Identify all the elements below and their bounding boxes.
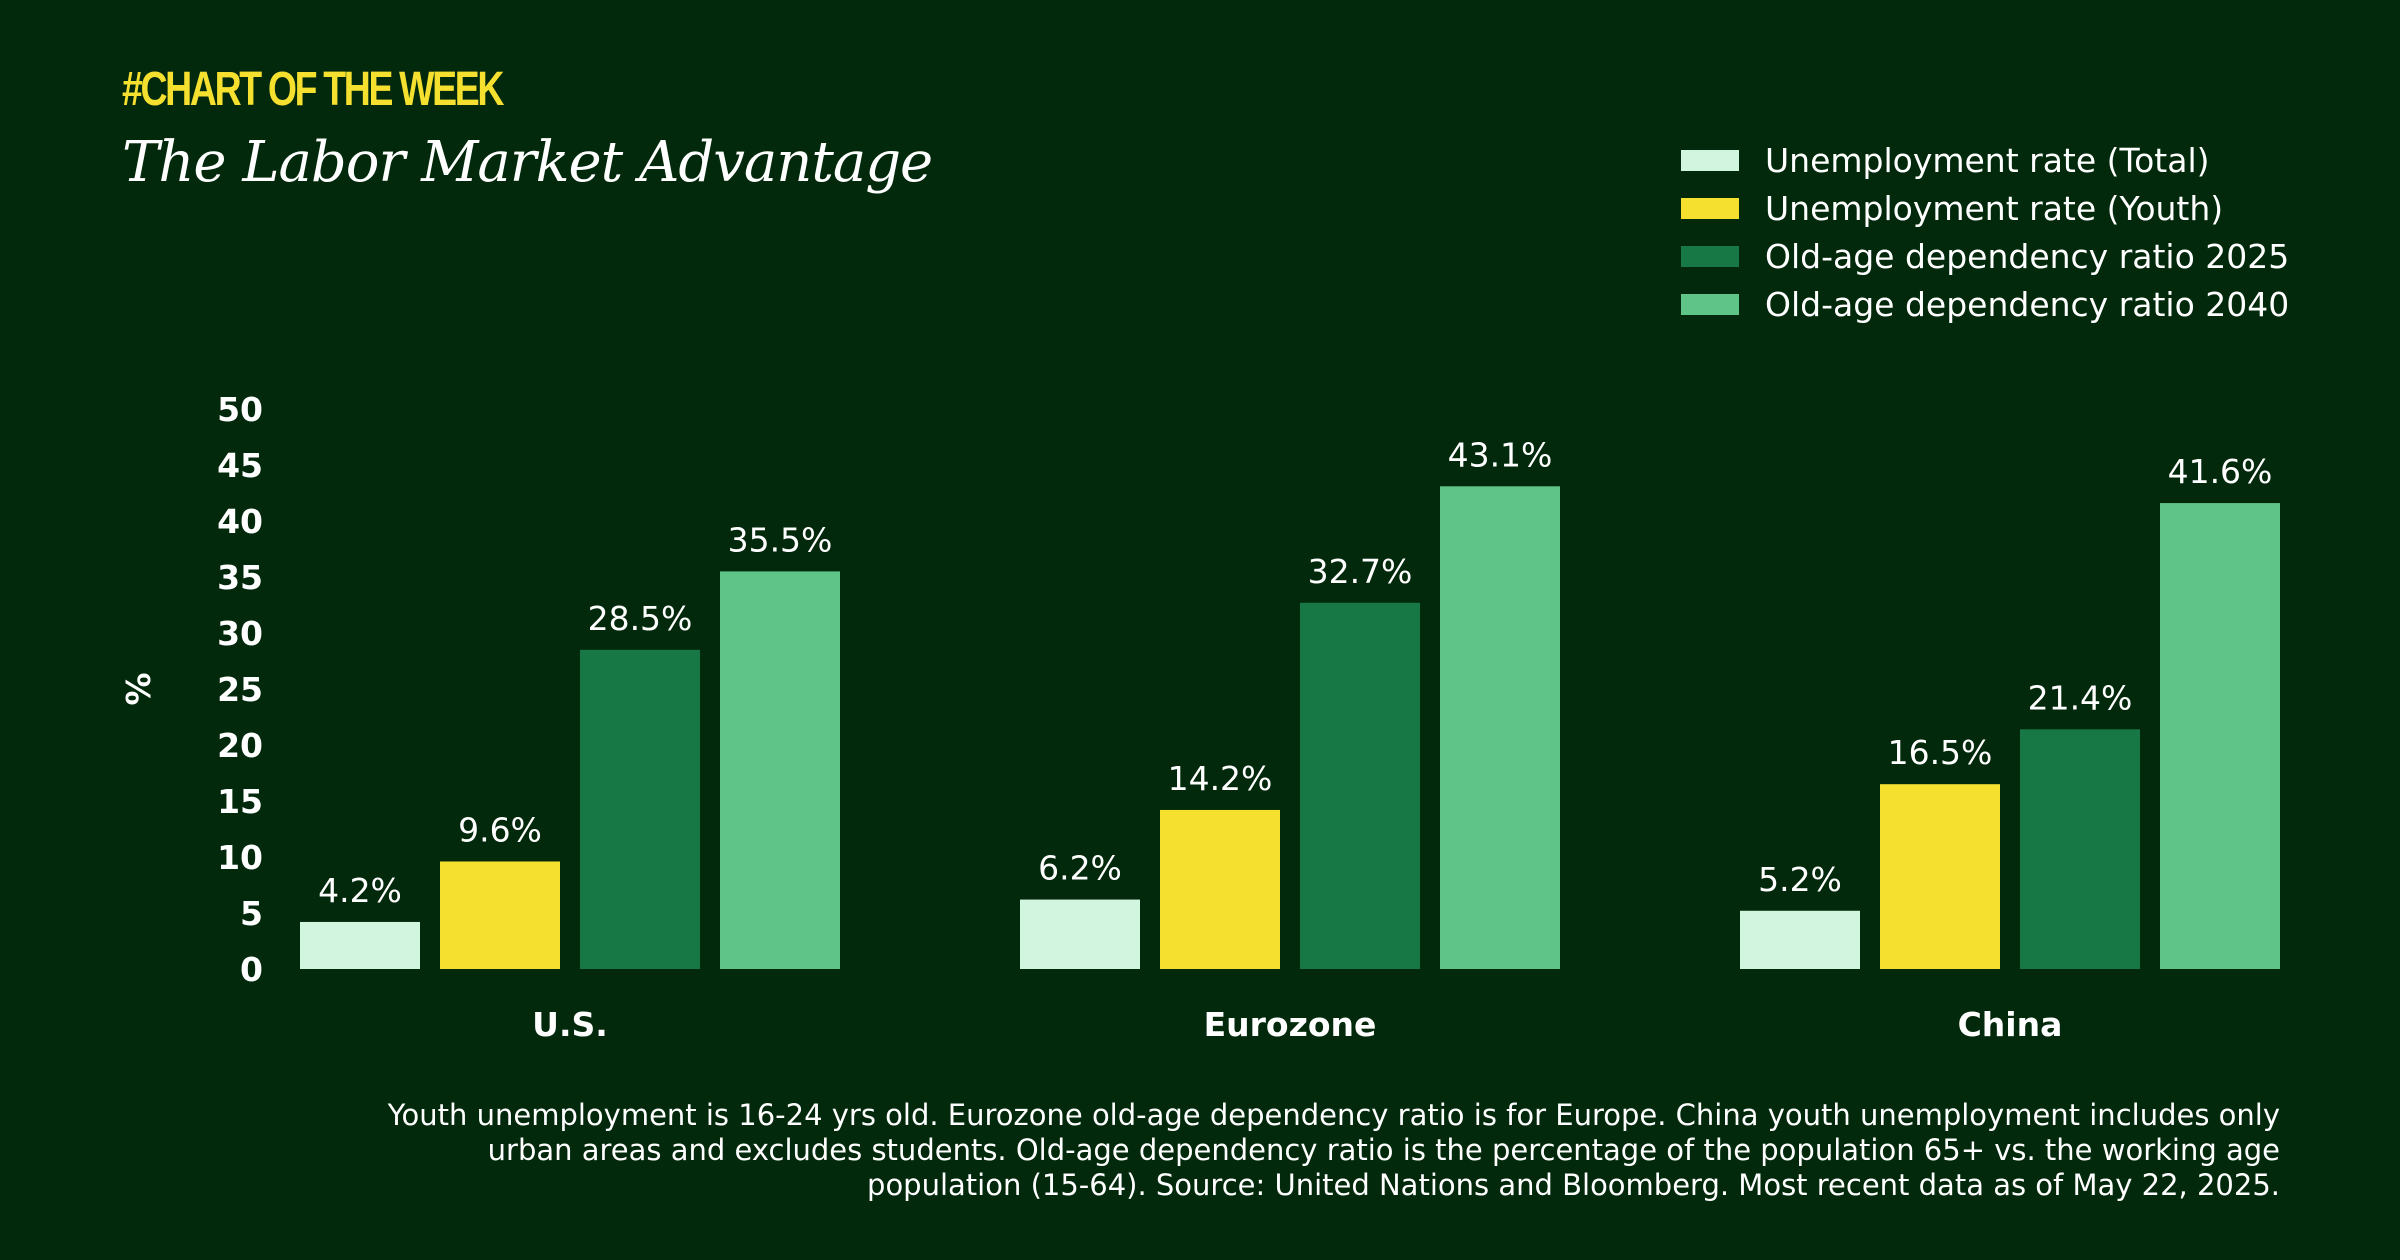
data-label: 6.2% <box>1038 849 1122 888</box>
legend-swatch <box>1681 197 1739 219</box>
y-tick-label: 45 <box>217 446 263 485</box>
data-label: 14.2% <box>1168 759 1273 798</box>
legend-label: Unemployment rate (Youth) <box>1765 188 2224 228</box>
data-label: 35.5% <box>728 520 833 559</box>
chart-title: The Labor Market Advantage <box>122 130 933 195</box>
data-label: 43.1% <box>1448 435 1553 474</box>
legend-swatch <box>1681 245 1739 267</box>
bar <box>1020 899 1140 969</box>
y-tick-label: 15 <box>217 782 263 821</box>
y-tick-label: 10 <box>217 838 263 877</box>
legend-swatch <box>1681 293 1739 315</box>
legend-label: Old-age dependency ratio 2025 <box>1765 236 2290 276</box>
data-label: 28.5% <box>588 599 693 638</box>
x-category-label: Eurozone <box>1204 1005 1377 1044</box>
legend-item: Old-age dependency ratio 2025 <box>1681 232 2289 280</box>
y-tick-label: 5 <box>240 894 263 933</box>
y-tick-label: 0 <box>240 950 263 989</box>
y-axis-label: % <box>119 672 158 705</box>
bar <box>720 571 840 969</box>
bar <box>2160 503 2280 969</box>
bar <box>1740 910 1860 969</box>
data-label: 16.5% <box>1888 733 1993 772</box>
y-tick-label: 25 <box>217 670 263 709</box>
x-category-label: U.S. <box>532 1005 608 1044</box>
bar <box>1300 602 1420 969</box>
bar <box>1880 784 2000 969</box>
footnote: Youth unemployment is 16-24 yrs old. Eur… <box>387 1098 2280 1202</box>
y-tick-label: 30 <box>217 614 263 653</box>
data-label: 4.2% <box>318 871 402 910</box>
data-label: 41.6% <box>2168 452 2273 491</box>
bar <box>440 861 560 969</box>
legend-swatch <box>1681 149 1739 171</box>
legend-item: Unemployment rate (Youth) <box>1681 184 2289 232</box>
legend-item: Unemployment rate (Total) <box>1681 136 2289 184</box>
data-label: 21.4% <box>2028 678 2133 717</box>
data-label: 9.6% <box>458 810 542 849</box>
bar <box>580 649 700 969</box>
bar <box>2020 729 2140 969</box>
bar <box>1160 809 1280 969</box>
kicker: #CHART OF THE WEEK <box>122 63 504 116</box>
y-tick-label: 40 <box>217 502 263 541</box>
y-tick-label: 20 <box>217 726 263 765</box>
legend-item: Old-age dependency ratio 2040 <box>1681 280 2289 328</box>
data-label: 5.2% <box>1758 860 1842 899</box>
bar <box>300 921 420 969</box>
bar <box>1440 486 1560 969</box>
data-label: 32.7% <box>1308 552 1413 591</box>
x-category-label: China <box>1958 1005 2063 1044</box>
y-tick-label: 50 <box>217 390 263 429</box>
legend: Unemployment rate (Total) Unemployment r… <box>1681 136 2289 328</box>
legend-label: Unemployment rate (Total) <box>1765 140 2210 180</box>
y-tick-label: 35 <box>217 558 263 597</box>
legend-label: Old-age dependency ratio 2040 <box>1765 284 2290 324</box>
